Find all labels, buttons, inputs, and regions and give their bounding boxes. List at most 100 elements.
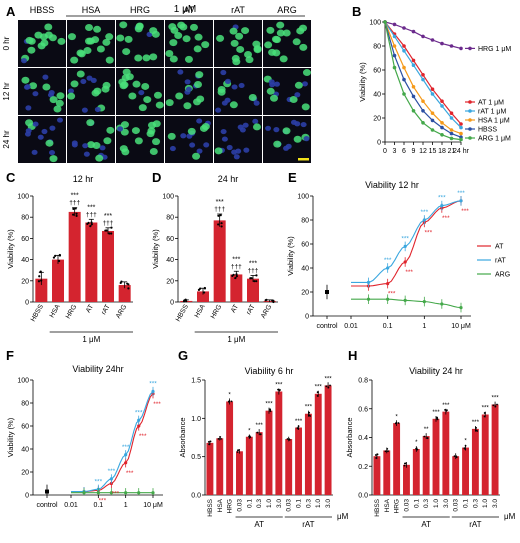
cell (189, 23, 198, 31)
data-point (392, 53, 397, 58)
cell (264, 41, 273, 49)
significance-stars: *** (425, 229, 433, 236)
panel-c-bar-12hr: 0 20 40 60 80 100 Viability (%) 12 hr HBSS HSA HRG… (6, 174, 133, 344)
bar (102, 230, 114, 302)
cell (301, 81, 308, 87)
category-label: HRG (65, 304, 79, 321)
cell (83, 47, 92, 55)
replicate-point (403, 464, 406, 467)
replicate-point (325, 385, 328, 388)
category-label: 3.0 (492, 499, 499, 508)
column-label-arg: ARG (277, 5, 297, 15)
cell (214, 147, 223, 155)
y-axis-label: Viability (%) (6, 229, 15, 269)
data-point (411, 109, 416, 113)
cell (165, 49, 174, 57)
cell (102, 81, 111, 89)
data-point (421, 121, 425, 125)
cell (149, 53, 158, 61)
cell (32, 91, 39, 97)
x-tick-label: 0.1 (383, 323, 393, 330)
category-label: HSA (194, 303, 207, 319)
legend-label: ARG 1 μM (478, 136, 511, 143)
cell (185, 86, 192, 92)
cell (49, 155, 58, 163)
cell (243, 147, 250, 153)
data-point (411, 85, 416, 89)
data-point (440, 99, 444, 103)
category-label: 0.03 (286, 499, 293, 512)
cell (94, 106, 101, 113)
cell (120, 128, 129, 136)
cell (68, 88, 75, 94)
cell (134, 137, 143, 145)
cell (169, 39, 178, 47)
cell (175, 92, 184, 100)
replicate-point (317, 391, 319, 394)
data-point (459, 46, 463, 51)
replicate-point (484, 412, 486, 414)
data-point (137, 418, 141, 422)
significance-stars: *** (216, 199, 224, 206)
replicate-point (279, 389, 281, 391)
category-label: HRG (394, 499, 401, 513)
replicate-point (395, 421, 398, 424)
significance-stars: *** (232, 256, 240, 263)
replicate-point (58, 259, 61, 263)
data-point (411, 63, 416, 67)
replicate-point (217, 223, 220, 226)
replicate-point (255, 280, 258, 283)
cell (183, 102, 192, 110)
x-tick-label: 12 (419, 148, 427, 155)
cell (134, 54, 143, 62)
x-tick-label: 1 (124, 502, 128, 509)
cell (177, 69, 184, 75)
cell (105, 33, 114, 41)
data-point (449, 111, 454, 115)
significance-stars: * (464, 438, 467, 445)
cell (266, 26, 275, 34)
bar (118, 285, 131, 302)
category-label: 0.1 (296, 499, 303, 508)
bar (314, 393, 322, 495)
y-tick-label: 80 (301, 218, 309, 225)
replicate-point (199, 287, 202, 290)
replicate-point (90, 221, 93, 224)
replicate-point (127, 287, 130, 290)
data-point (392, 34, 397, 39)
bar (68, 211, 81, 302)
cell (44, 23, 53, 31)
significance-stars: *** (482, 405, 490, 412)
bar (255, 432, 263, 495)
cell (25, 36, 34, 44)
replicate-point (253, 280, 256, 283)
cell (231, 84, 238, 90)
cell (229, 27, 238, 35)
replicate-point (108, 232, 111, 235)
cell (252, 118, 259, 124)
replicate-point (255, 274, 258, 277)
y-tick-label: 20 (166, 278, 174, 285)
cell (273, 81, 280, 87)
y-tick-label: 0 (170, 300, 174, 307)
cell (273, 140, 282, 148)
bar (452, 456, 460, 495)
legend-label: rAT (495, 258, 506, 265)
y-tick-label: 0.8 (358, 378, 368, 385)
significance-stars: *** (265, 401, 273, 408)
y-tick-label: 0.6 (358, 406, 368, 413)
cell (82, 143, 89, 149)
cell (21, 76, 30, 84)
cell (142, 54, 151, 62)
y-tick-label: 40 (21, 257, 29, 264)
group-label: 1 μM (227, 335, 245, 344)
data-point (96, 491, 100, 495)
category-label: HRG (210, 304, 224, 321)
y-tick-label: 60 (21, 424, 29, 431)
data-point (403, 244, 407, 248)
cell (180, 133, 187, 139)
legend-label: HRG 1 μM (478, 46, 511, 53)
cell (24, 84, 31, 90)
category-label: HSA (217, 498, 224, 512)
